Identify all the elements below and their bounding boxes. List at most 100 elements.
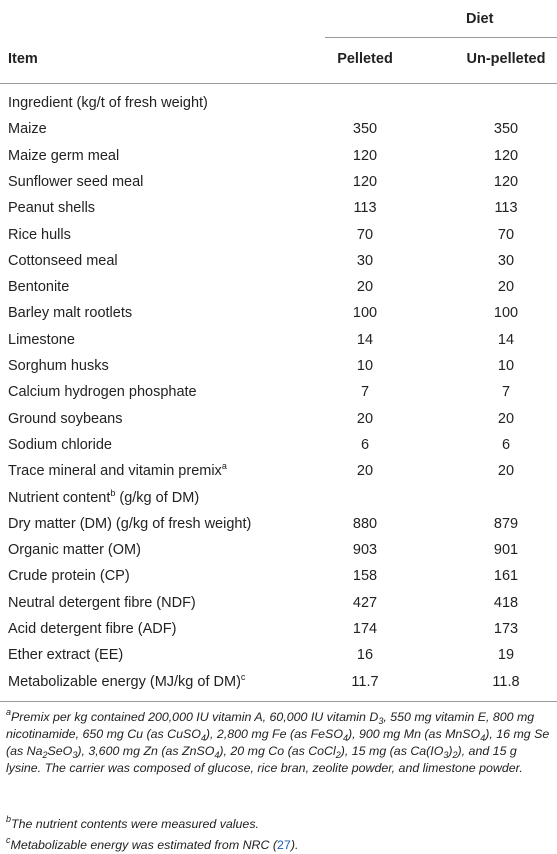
- footnote-text: Metabolizable energy was estimated from …: [10, 838, 278, 852]
- item-cell: Dry matter (DM) (g/kg of fresh weight): [8, 515, 251, 533]
- item-cell: Ground soybeans: [8, 410, 122, 428]
- footnote: aPremix per kg contained 200,000 IU vita…: [6, 707, 551, 777]
- column-header: Un-pelleted: [466, 51, 546, 67]
- value-cell: 903: [352, 542, 378, 559]
- item-text: Limestone: [8, 331, 75, 348]
- value-cell: 879: [493, 515, 519, 532]
- item-text: Nutrient content: [8, 489, 111, 506]
- item-cell: Rice hulls: [8, 226, 71, 244]
- value-cell: 161: [493, 568, 519, 585]
- item-text: Bentonite: [8, 279, 70, 296]
- bottom-rule: [0, 701, 557, 702]
- value-cell: 174: [352, 621, 378, 637]
- value-cell: 418: [493, 594, 519, 611]
- value-cell: 113: [353, 200, 377, 217]
- subscript: 4: [342, 733, 348, 743]
- subscript: 4: [480, 733, 486, 743]
- footnote-mark: c: [6, 835, 11, 845]
- column-header: Item: [8, 51, 38, 67]
- value-cell: 10: [356, 358, 374, 374]
- footnote-mark: b: [6, 814, 12, 824]
- value-cell: 120: [352, 173, 378, 190]
- item-cell: Metabolizable energy (MJ/kg of DM)c: [8, 671, 246, 691]
- value-cell: 350: [352, 121, 378, 138]
- item-text: Ingredient (kg/t of fresh weight): [8, 95, 208, 111]
- value-cell: 120: [493, 173, 519, 190]
- item-text: Dry matter (DM) (g/kg of fresh weight): [8, 515, 252, 532]
- subscript: 4: [200, 733, 206, 743]
- footnote-text: ), and 15 g lysine. The carrier was comp…: [6, 744, 523, 775]
- footnote-text: ), 16 mg Se (as Na: [6, 727, 550, 758]
- value-cell: 901: [493, 542, 519, 559]
- item-cell: Organic matter (OM): [8, 541, 141, 559]
- subscript: 3: [378, 716, 384, 726]
- footnote-text: Premix per kg contained 200,000 IU vitam…: [11, 710, 379, 724]
- footnote-text: ), 3,600 mg Zn (as ZnSO: [77, 744, 215, 758]
- item-text: Sunflower seed meal: [8, 173, 144, 190]
- item-suffix: (g/kg of DM): [119, 489, 200, 506]
- footnote-text: , 550 mg vitamin E, 800 mg nicotinamide,…: [6, 710, 535, 741]
- footnote-text: SeO: [47, 744, 73, 758]
- footnote-mark: c: [240, 671, 246, 682]
- value-cell: 30: [497, 252, 515, 269]
- value-cell: 20: [356, 410, 374, 427]
- header-rule: [0, 83, 557, 84]
- item-cell: Sunflower seed meal: [8, 173, 143, 191]
- item-cell: Ether extract (EE): [8, 646, 123, 664]
- value-cell: 20: [356, 463, 374, 480]
- value-cell: 100: [352, 305, 378, 322]
- value-cell: 100: [493, 305, 519, 322]
- value-cell: 11.7: [351, 673, 379, 690]
- subscript: 3: [72, 750, 78, 760]
- footnote-text: ): [448, 744, 453, 758]
- value-cell: 158: [352, 568, 378, 585]
- value-cell: 6: [501, 436, 511, 453]
- value-cell: 350: [493, 121, 519, 138]
- value-cell: 120: [352, 147, 378, 164]
- item-text: Organic matter (OM): [8, 542, 141, 559]
- item-text: Ground soybeans: [8, 410, 123, 427]
- subscript: 4: [214, 750, 220, 760]
- item-cell: Maize germ meal: [8, 147, 119, 165]
- item-text: Peanut shells: [8, 200, 96, 217]
- footnote-text: The nutrient contents were measured valu…: [11, 817, 259, 831]
- item-text: Crude protein (CP): [8, 568, 130, 585]
- footnote: cMetabolizable energy was estimated from…: [6, 835, 551, 854]
- subscript: 3: [443, 750, 449, 760]
- item-cell: Ingredient (kg/t of fresh weight): [8, 94, 208, 112]
- footnote: bThe nutrient contents were measured val…: [6, 814, 551, 833]
- item-text: Cottonseed meal: [8, 252, 118, 269]
- item-text: Trace mineral and vitamin premix: [8, 463, 222, 480]
- item-text: Sodium chloride: [8, 436, 112, 453]
- value-cell: 16: [356, 647, 374, 664]
- value-cell: 427: [352, 594, 378, 611]
- value-cell: 70: [356, 226, 374, 243]
- item-text: Metabolizable energy (MJ/kg of DM): [8, 673, 241, 690]
- subscript: 2: [335, 750, 341, 760]
- footnote-text: ), 900 mg Mn (as MnSO: [347, 727, 481, 741]
- column-header: Pelleted: [337, 51, 393, 67]
- footnote-mark: b: [110, 487, 116, 498]
- value-cell: 19: [497, 647, 515, 664]
- footnote-text: ), 15 mg (as Ca(IO: [340, 744, 444, 758]
- item-cell: Nutrient contentb (g/kg of DM): [8, 487, 200, 507]
- value-cell: 20: [497, 410, 515, 427]
- item-cell: Barley malt rootlets: [8, 304, 132, 322]
- item-cell: Crude protein (CP): [8, 567, 130, 585]
- footnote-mark: a: [6, 707, 12, 717]
- item-cell: Cottonseed meal: [8, 252, 118, 270]
- item-text: Maize: [8, 121, 47, 138]
- item-text: Sorghum husks: [8, 358, 109, 374]
- item-cell: Maize: [8, 120, 47, 138]
- value-cell: 70: [497, 226, 515, 243]
- item-text: Acid detergent fibre (ADF): [8, 621, 177, 637]
- value-cell: 7: [501, 384, 511, 401]
- footnote-mark: a: [221, 461, 227, 472]
- subscript: 2: [452, 750, 458, 760]
- value-cell: 20: [356, 279, 374, 296]
- item-cell: Peanut shells: [8, 199, 95, 217]
- value-cell: 7: [360, 384, 370, 401]
- item-text: Neutral detergent fibre (NDF): [8, 594, 196, 611]
- reference-link[interactable]: 27: [277, 838, 291, 852]
- value-cell: 30: [356, 252, 374, 269]
